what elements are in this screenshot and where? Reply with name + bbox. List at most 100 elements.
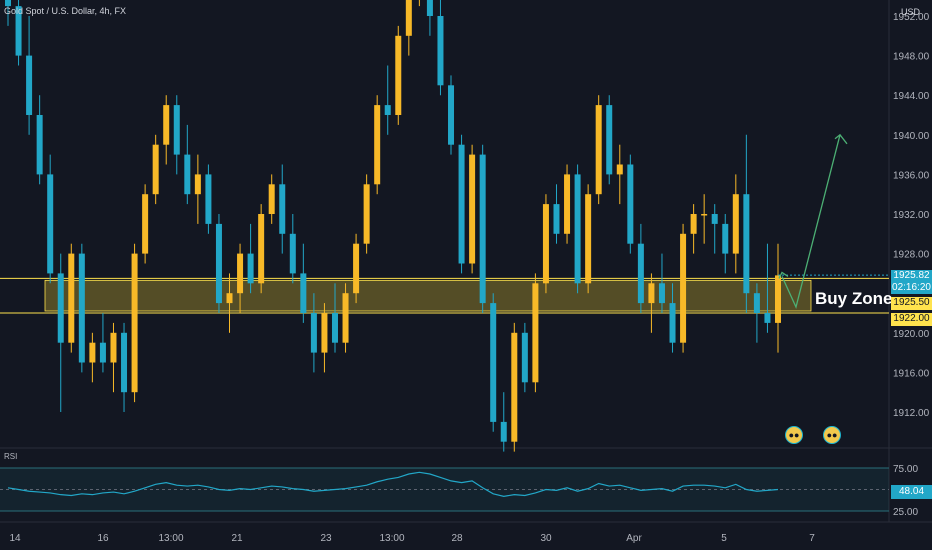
time-tick-label: 13:00 <box>158 533 183 544</box>
candle-body <box>775 275 781 323</box>
candle-body <box>331 313 338 343</box>
candle-body <box>711 214 718 224</box>
candle-body <box>469 154 476 264</box>
candle-body <box>764 313 771 323</box>
candle-body <box>110 332 117 363</box>
candle-body <box>732 194 739 254</box>
candle-body <box>321 313 328 353</box>
time-tick-label: 5 <box>721 533 727 544</box>
price-tick-label: 1936.00 <box>893 170 930 181</box>
candle-body <box>553 204 560 234</box>
candle-body <box>426 0 433 16</box>
candle-body <box>564 174 571 234</box>
price-tick-label: 1916.00 <box>893 368 930 379</box>
candle-body <box>521 332 528 383</box>
candle-body <box>490 303 497 422</box>
rsi-line <box>7 471 779 497</box>
candle-body <box>669 303 676 343</box>
candle-body <box>680 233 687 343</box>
candle-body <box>637 243 644 304</box>
buy-zone-box <box>44 279 812 312</box>
candle-body <box>268 184 275 214</box>
candle-body <box>374 105 381 185</box>
candle-body <box>606 105 613 175</box>
candle-body <box>753 293 760 313</box>
candle-body <box>542 204 549 284</box>
price-tick-label: 1952.00 <box>893 12 930 23</box>
candle-body <box>226 293 233 304</box>
projection-path <box>781 134 841 310</box>
candle-body <box>395 35 402 115</box>
candle-body <box>205 174 212 224</box>
candle-body <box>658 283 665 304</box>
price-tick-label: 1940.00 <box>893 131 930 142</box>
candle-body <box>384 105 391 115</box>
price-tick-label: 1920.00 <box>893 329 930 340</box>
candle-body <box>89 342 96 363</box>
candle-body <box>300 273 307 313</box>
candle-body <box>648 283 655 304</box>
time-tick-label: 23 <box>320 533 332 544</box>
candle-body <box>99 342 106 363</box>
candle-body <box>68 253 75 343</box>
candle-body <box>57 273 64 343</box>
candle-body <box>574 174 581 284</box>
candle-body <box>5 0 11 7</box>
time-tick-label: 30 <box>540 533 552 544</box>
candle-body <box>215 223 222 304</box>
price-tick-label: 1928.00 <box>893 250 930 261</box>
candle-body <box>163 105 170 145</box>
price-tick-label: 1932.00 <box>893 210 930 221</box>
candle-body <box>353 243 360 294</box>
projection-arrowhead <box>778 271 789 279</box>
time-tick-label: 13:00 <box>379 533 404 544</box>
currency-label[interactable]: USD <box>900 7 920 17</box>
symbol-title: Gold Spot / U.S. Dollar, 4h, FX <box>4 6 127 16</box>
candle-body <box>616 164 623 175</box>
rsi-indicator-label[interactable]: RSI <box>4 452 18 461</box>
candle-body <box>237 253 244 294</box>
candle-body <box>289 233 296 274</box>
time-tick-label: 16 <box>97 533 109 544</box>
last-price-tag: 1925.82 02:16:20 <box>891 270 932 294</box>
candle-body <box>247 253 254 284</box>
candle-body <box>701 214 708 216</box>
candle-body <box>258 214 265 284</box>
event-flag-icon[interactable]: ●● <box>785 426 803 444</box>
candle-body <box>479 154 486 304</box>
zone-top-tag: 1925.50 <box>891 297 932 310</box>
candle-body <box>152 144 159 195</box>
event-flag-icon[interactable]: ●● <box>823 426 841 444</box>
rsi-level-label: 75.00 <box>893 464 918 475</box>
candle-body <box>532 283 539 383</box>
rsi-level-label: 25.00 <box>893 507 918 518</box>
candle-body <box>743 194 750 294</box>
bar-countdown: 02:16:20 <box>892 282 931 293</box>
price-tick-label: 1912.00 <box>893 408 930 419</box>
candle-body <box>500 421 507 442</box>
candle-body <box>405 0 412 36</box>
candle-body <box>173 105 180 155</box>
candle-body <box>690 214 697 234</box>
candle-body <box>36 115 43 175</box>
candle-body <box>26 55 33 115</box>
projection-arrowhead <box>834 133 848 145</box>
candle-body <box>47 174 54 274</box>
candle-body <box>310 313 317 353</box>
candle-body <box>121 332 128 393</box>
candle-body <box>458 144 465 264</box>
rsi-value-tag: 48.04 <box>891 485 932 499</box>
candle-body <box>142 194 149 254</box>
candle-body <box>194 174 201 195</box>
time-tick-label: 7 <box>809 533 815 544</box>
candle-body <box>437 16 444 86</box>
candle-body <box>511 332 518 442</box>
candle-body <box>627 164 634 244</box>
time-tick-label: 21 <box>231 533 243 544</box>
time-tick-label: Apr <box>626 533 642 544</box>
buy-zone-label: Buy Zone <box>815 289 893 308</box>
candle-body <box>595 105 602 195</box>
candle-body <box>15 6 22 56</box>
candle-body <box>279 184 286 234</box>
